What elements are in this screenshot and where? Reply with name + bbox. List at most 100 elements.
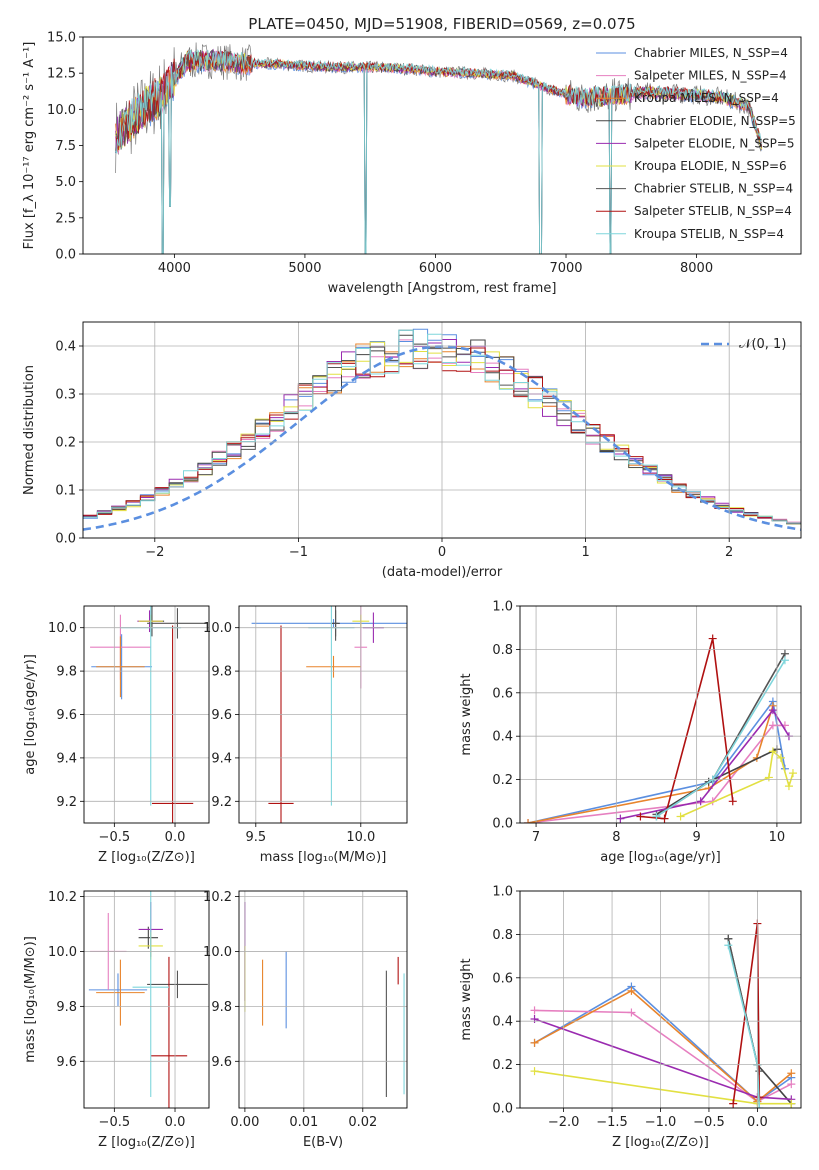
- x-tick-label: 0.01: [289, 1115, 318, 1130]
- x-axis-label: (data-model)/error: [382, 565, 503, 580]
- weight-line-chabrier_miles: [527, 699, 786, 823]
- x-axis-label: Z [log₁₀(Z/Z⊙)]: [98, 1135, 195, 1150]
- marker-kroupa_elodie: [764, 773, 773, 782]
- panel-age_vs_mass: 9.5 10.0 9.2 9.4 9.6 9.8 10.0 mass [log₁₀(M/M⊙)…: [203, 605, 408, 865]
- x-tick-label: 7: [532, 830, 540, 845]
- y-axis-label: mass weight: [459, 958, 474, 1040]
- y-tick-label: 10.0: [48, 945, 77, 960]
- y-tick-label: 0.4: [492, 1015, 513, 1030]
- x-tick-label: −0.5: [99, 830, 131, 845]
- panel-weight_vs_Z: −2.0 −1.5 −1.0 −0.5 0.0 0.0 0.2 0.4 0.6 0.8 1.0 Z […: [459, 885, 802, 1150]
- marker-kroupa_stelib: [780, 656, 789, 665]
- legend-label-chabrier_elodie: Chabrier ELODIE, N_SSP=5: [634, 114, 796, 128]
- y-tick-label: 0.2: [492, 773, 513, 788]
- marker-salpeter_miles: [787, 1080, 796, 1089]
- marker-kroupa_elodie: [788, 769, 797, 778]
- panel-mass_vs_ebv: 0.00 0.01 0.02 9.6 9.8 10.0 10.2 E(B-V): [203, 890, 408, 1150]
- panel-weight_vs_age: 7 8 9 10 0.0 0.2 0.4 0.6 0.8 1.0 age [log₁₀(age/yr…: [459, 600, 802, 865]
- x-tick-label: 5000: [288, 261, 321, 276]
- weight-line-chabrier_miles: [534, 985, 792, 1103]
- x-tick-label: 10.0: [346, 830, 375, 845]
- panel-spectrum: 4000 5000 6000 7000 8000 0.0 2.5 5.0 7.5 10.0 12.5…: [22, 15, 802, 296]
- y-tick-label: 15.0: [47, 31, 76, 46]
- x-axis-label: wavelength [Angstrom, rest frame]: [328, 281, 557, 296]
- x-tick-label: 6000: [419, 261, 452, 276]
- x-tick-label: 0.0: [747, 1115, 768, 1130]
- axes-frame: [83, 605, 210, 824]
- plot-area-spectrum: [115, 42, 763, 254]
- x-tick-label: 8000: [680, 261, 713, 276]
- x-axis-label: Z [log₁₀(Z/Z⊙)]: [612, 1135, 709, 1150]
- marker-kroupa_miles: [787, 1069, 796, 1078]
- y-tick-label: 0.8: [492, 643, 513, 658]
- x-tick-label: 8: [612, 830, 620, 845]
- y-tick-label: 9.6: [211, 708, 232, 723]
- y-tick-label: 2.5: [55, 211, 76, 226]
- legend-label-chabrier_miles: Chabrier MILES, N_SSP=4: [634, 46, 788, 60]
- x-tick-label: 0.00: [230, 1115, 259, 1130]
- marker-kroupa_miles: [524, 819, 533, 823]
- x-tick-label: 1: [581, 545, 589, 560]
- y-tick-label: 10.2: [203, 890, 232, 905]
- y-tick-label: 0.8: [492, 928, 513, 943]
- y-tick-label: 10.0: [47, 103, 76, 118]
- marker-salpeter_stelib: [728, 797, 737, 806]
- axes-frame: [519, 890, 802, 1109]
- marker-salpeter_miles: [768, 721, 777, 730]
- y-tick-label: 0.0: [55, 532, 76, 547]
- model-line-chabrier_miles: [115, 51, 763, 254]
- x-tick-label: 2: [725, 545, 733, 560]
- legend-label-kroupa_miles: Kroupa MILES, N_SSP=4: [634, 91, 779, 105]
- marker-kroupa_stelib: [755, 1104, 764, 1108]
- y-tick-label: 9.6: [211, 1055, 232, 1070]
- y-tick-label: 0.2: [55, 436, 76, 451]
- plot-area-mass_vs_ebv: [244, 901, 405, 1098]
- x-tick-label: −0.5: [693, 1115, 725, 1130]
- y-axis-label: Flux [f_λ 10⁻¹⁷ erg cm⁻² s⁻¹ A⁻¹]: [22, 42, 37, 250]
- legend-label-kroupa_elodie: Kroupa ELODIE, N_SSP=6: [634, 159, 787, 173]
- y-axis-label: mass [log₁₀(M/M⊙)]: [23, 936, 38, 1063]
- y-tick-label: 9.6: [56, 1055, 77, 1070]
- weight-line-salpeter_stelib: [640, 638, 734, 820]
- marker-salpeter_elodie: [616, 814, 625, 823]
- y-tick-label: 0.2: [492, 1058, 513, 1073]
- y-tick-label: 0.0: [492, 817, 513, 832]
- marker-salpeter_elodie: [696, 797, 705, 806]
- plot-area-mass_vs_Z: [88, 891, 208, 1108]
- marker-kroupa_elodie: [676, 812, 685, 821]
- panel-age_vs_Z: −0.5 0.0 9.2 9.4 9.6 9.8 10.0 Z [log₁₀(Z/Z⊙)] ag…: [23, 605, 210, 865]
- y-tick-label: 1.0: [492, 885, 513, 900]
- marker-salpeter_miles: [530, 1006, 539, 1015]
- marker-kroupa_stelib: [652, 812, 661, 821]
- marker-salpeter_stelib: [729, 1099, 738, 1108]
- y-axis-label: age [log₁₀(age/yr)]: [23, 654, 38, 775]
- y-axis-label: mass weight: [459, 673, 474, 755]
- marker-salpeter_miles: [627, 1008, 636, 1017]
- weight-line-kroupa_stelib: [656, 659, 786, 818]
- x-tick-label: 4000: [158, 261, 191, 276]
- y-tick-label: 9.4: [56, 751, 77, 766]
- x-tick-label: 0.02: [348, 1115, 377, 1130]
- axes-frame: [82, 36, 802, 255]
- weight-line-salpeter_miles: [527, 724, 785, 823]
- weight-line-kroupa_elodie: [680, 749, 794, 818]
- x-axis-label: Z [log₁₀(Z/Z⊙)]: [98, 850, 195, 865]
- x-axis-label: age [log₁₀(age/yr)]: [600, 850, 721, 865]
- weight-line-kroupa_miles: [527, 705, 774, 823]
- y-tick-label: 0.1: [55, 484, 76, 499]
- y-axis-label: Normed distribution: [22, 365, 37, 495]
- weight-line-salpeter_elodie: [620, 708, 790, 820]
- axes-frame: [519, 605, 802, 824]
- y-tick-label: 0.0: [492, 1102, 513, 1117]
- legend-label-salpeter_elodie: Salpeter ELODIE, N_SSP=5: [634, 136, 795, 150]
- axes-frame: [82, 321, 802, 539]
- y-tick-label: 0.3: [55, 388, 76, 403]
- marker-kroupa_elodie: [787, 1099, 796, 1108]
- y-tick-label: 9.6: [56, 708, 77, 723]
- x-tick-label: 9.5: [245, 830, 266, 845]
- y-tick-label: 1.0: [492, 600, 513, 615]
- x-tick-label: 10: [769, 830, 786, 845]
- axes-frame: [238, 890, 408, 1109]
- y-tick-label: 9.8: [211, 1000, 232, 1015]
